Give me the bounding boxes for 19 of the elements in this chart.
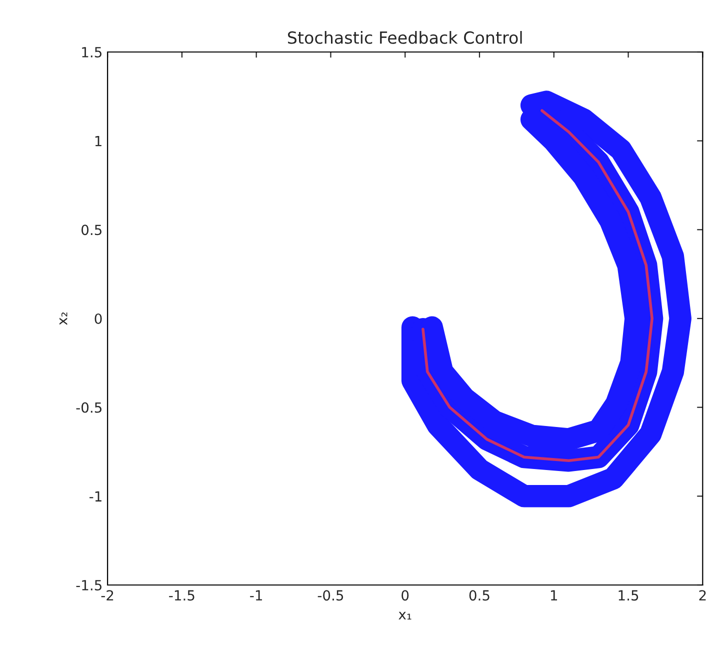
x-tick-label: -1: [250, 590, 262, 600]
x-tick-label: -0.5: [318, 590, 344, 601]
y-axis-title: x₂: [60, 312, 68, 325]
x-tick-label: 0.5: [469, 590, 490, 601]
x-tick-label: 1.5: [618, 590, 638, 601]
x-tick-label: 1: [550, 590, 558, 600]
y-tick-label: 1.5: [82, 47, 102, 58]
x-tick-label: -2: [101, 590, 114, 600]
x-tick-label: 0: [402, 590, 409, 601]
x-tick-label: -1.5: [169, 590, 194, 601]
x-tick-label: 2: [699, 590, 706, 600]
chart-title: Stochastic Feedback Control: [288, 31, 522, 44]
y-tick-label: 0: [94, 313, 102, 324]
y-tick-label: -1: [90, 491, 102, 502]
y-tick-label: -1.5: [76, 580, 102, 590]
y-tick-label: 0.5: [82, 224, 102, 236]
y-tick-label: 1: [95, 136, 102, 146]
y-tick-label: -0.5: [76, 402, 102, 413]
x-axis-title: x₁: [398, 612, 412, 620]
